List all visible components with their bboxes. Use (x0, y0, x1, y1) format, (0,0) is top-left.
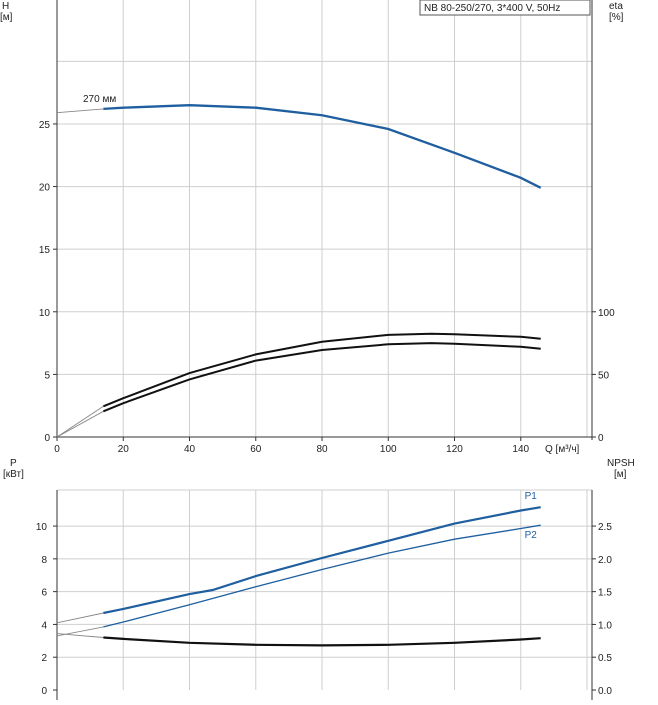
bottom-right-tick-label: 1.5 (598, 588, 612, 599)
bottom-series-p1 (103, 506, 541, 615)
bottom-right-tick-label: 2.5 (598, 522, 612, 533)
top-right-axis-label: eta (609, 1, 623, 12)
x-tick-label: 80 (316, 444, 328, 455)
top-series-head-curve (103, 104, 542, 189)
bottom-series-extrapolation (56, 612, 104, 624)
top-series-extrapolation (56, 410, 104, 438)
top-left-axis-label: H (2, 1, 9, 12)
x-tick-label: 100 (380, 444, 397, 455)
bottom-left-axis-label: P (10, 458, 17, 469)
bottom-series-extrapolation (56, 633, 104, 638)
bottom-right-tick-label: 0.0 (598, 686, 612, 697)
bottom-left-axis-unit: [кВт] (3, 469, 24, 480)
bottom-left-tick-label: 6 (41, 588, 47, 599)
top-right-tick-label: 50 (598, 370, 610, 381)
x-tick-label: 0 (54, 444, 60, 455)
top-left-tick-label: 20 (39, 183, 51, 194)
chart-title: NB 80-250/270, 3*400 V, 50Hz (424, 3, 560, 14)
bottom-right-tick-label: 0.5 (598, 653, 612, 664)
top-left-tick-label: 10 (39, 308, 51, 319)
bottom-right-axis-unit: [м] (614, 469, 627, 480)
bottom-left-tick-label: 10 (36, 522, 48, 533)
top-series-efficiency-upper (103, 332, 541, 408)
top-right-axis-unit: [%] (609, 12, 624, 23)
top-series-efficiency-lower (103, 342, 541, 413)
top-left-tick-label: 5 (44, 370, 50, 381)
top-left-axis-unit: [м] (0, 12, 13, 23)
x-tick-label: 140 (512, 444, 529, 455)
bottom-left-tick-label: 2 (41, 653, 47, 664)
x-tick-label: 60 (250, 444, 262, 455)
bottom-series-npsh (103, 636, 541, 647)
series-label-p1: P1 (525, 491, 538, 502)
top-left-tick-label: 15 (39, 245, 51, 256)
x-axis-label: Q [м³/ч] (545, 444, 580, 455)
top-right-tick-label: 100 (598, 308, 615, 319)
x-tick-label: 20 (118, 444, 130, 455)
bottom-series-p2 (103, 524, 541, 628)
bottom-left-tick-label: 0 (41, 686, 47, 697)
bottom-left-tick-label: 8 (41, 555, 47, 566)
series-label-p2: P2 (525, 530, 538, 541)
x-tick-label: 40 (184, 444, 196, 455)
top-series-extrapolation (56, 108, 104, 114)
x-tick-label: 120 (446, 444, 463, 455)
title-box (419, 0, 591, 16)
bottom-right-axis-label: NPSH (607, 458, 635, 469)
bottom-right-tick-label: 1.0 (598, 620, 612, 631)
curve-annotation: 270 мм (83, 94, 116, 105)
top-left-tick-label: 25 (39, 120, 51, 131)
bottom-left-tick-label: 4 (41, 620, 47, 631)
bottom-right-tick-label: 2.0 (598, 555, 612, 566)
top-right-tick-label: 0 (598, 433, 604, 444)
top-series-extrapolation (56, 405, 104, 438)
top-left-tick-label: 0 (44, 433, 50, 444)
